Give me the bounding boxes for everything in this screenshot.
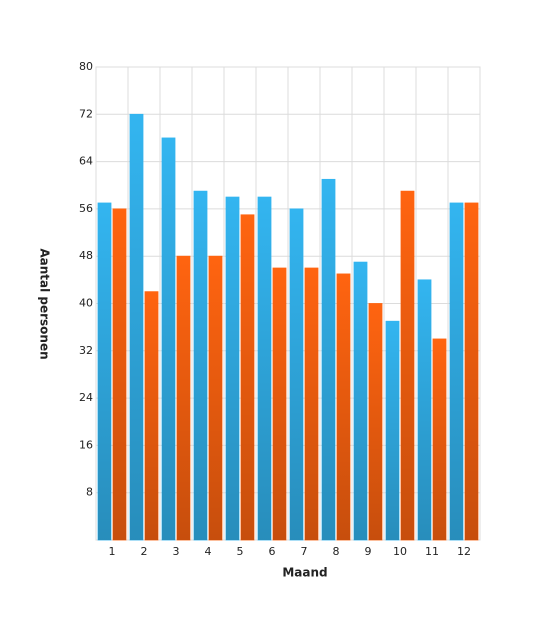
- x-tick-label: 6: [269, 545, 276, 558]
- y-tick-label: 80: [79, 60, 93, 73]
- bar: [112, 208, 127, 541]
- x-tick-label: 10: [393, 545, 407, 558]
- bar: [129, 113, 144, 541]
- bar: [272, 267, 287, 541]
- bar: [321, 178, 336, 541]
- bar: [449, 202, 464, 541]
- y-tick-label: 40: [79, 297, 93, 310]
- bar: [144, 291, 159, 541]
- x-tick-label: 2: [141, 545, 148, 558]
- x-tick-label: 12: [457, 545, 471, 558]
- bar: [240, 214, 255, 541]
- bar: [208, 255, 223, 541]
- y-tick-label: 32: [79, 344, 93, 357]
- x-axis-title: Maand: [282, 566, 327, 580]
- x-tick-label: 1: [109, 545, 116, 558]
- bar: [432, 338, 447, 541]
- bar: [225, 196, 240, 541]
- x-tick-label: 11: [425, 545, 439, 558]
- y-tick-label: 48: [79, 249, 93, 262]
- bar: [368, 303, 383, 541]
- bar: [257, 196, 272, 541]
- y-tick-label: 24: [79, 391, 93, 404]
- bar: [400, 190, 415, 541]
- bar: [193, 190, 208, 541]
- y-tick-label: 16: [79, 438, 93, 451]
- x-tick-label: 3: [173, 545, 180, 558]
- bar: [289, 208, 304, 541]
- bar: [336, 273, 351, 541]
- y-axis-title: Aantal personen: [38, 248, 52, 359]
- bar: [304, 267, 319, 541]
- bar: [97, 202, 112, 541]
- bar: [176, 255, 191, 541]
- y-tick-label: 72: [79, 107, 93, 120]
- x-tick-label: 9: [365, 545, 372, 558]
- y-tick-label: 8: [86, 486, 93, 499]
- y-tick-label: 64: [79, 155, 93, 168]
- x-tick-label: 4: [205, 545, 212, 558]
- bar: [464, 202, 479, 541]
- bar: [385, 320, 400, 541]
- y-tick-label: 56: [79, 202, 93, 215]
- x-tick-label: 7: [301, 545, 308, 558]
- bar: [353, 261, 368, 541]
- bar: [161, 137, 176, 541]
- bar: [417, 279, 432, 541]
- x-tick-label: 8: [333, 545, 340, 558]
- x-tick-label: 5: [237, 545, 244, 558]
